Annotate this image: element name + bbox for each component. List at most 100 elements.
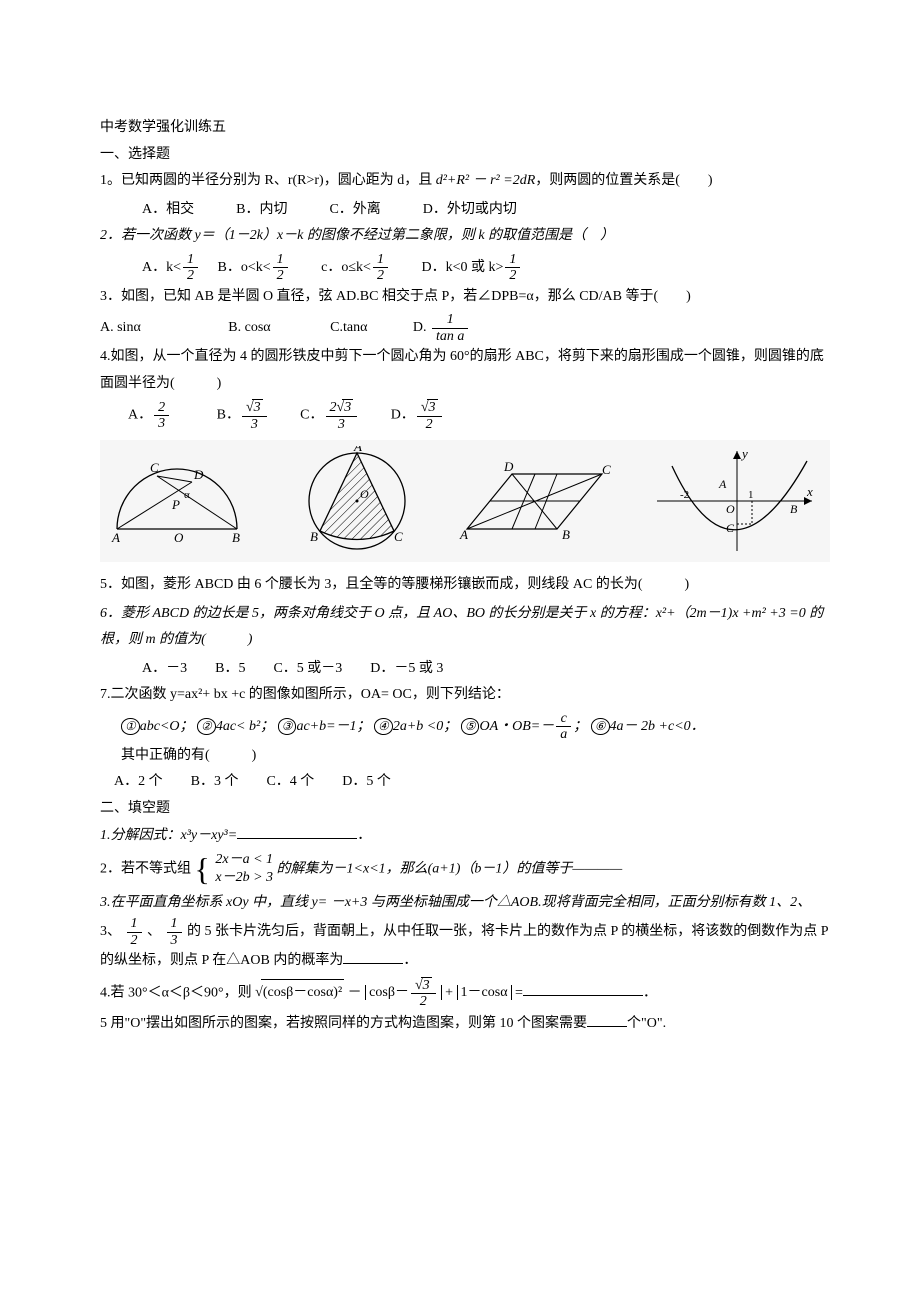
q3-options: A. sinα B. cosα C.tanα D. 1tan a [100, 312, 830, 344]
q7-options: A．2 个 B．3 个 C．4 个 D．5 个 [100, 769, 830, 796]
q7-t3: ac+b=－1； [296, 719, 370, 734]
circled-4: ④ [374, 718, 393, 734]
svg-text:O: O [174, 530, 184, 545]
frac-num: 1 [373, 252, 388, 268]
q2-optA: A．k< [142, 260, 181, 275]
semicircle-figure: A B O C D P α [102, 454, 262, 549]
fill-2: 2．若不等式组 { 2x－a < 1 x－2b > 3 的解集为－1<x<1，那… [100, 851, 830, 887]
q7-t5pre: OA・OB=－ [479, 719, 554, 734]
blank [587, 1013, 627, 1027]
f2-post: 的解集为－1<x<1，那么(a+1)（b－1）的值等于———— [277, 862, 623, 877]
frac-num: c [556, 711, 571, 727]
plus: + [445, 985, 453, 1000]
question-7: 7.二次函数 y=ax²+ bx +c 的图像如图所示，OA= OC，则下列结论… [100, 682, 830, 709]
frac-num: 1 [505, 252, 520, 268]
svg-text:O: O [726, 502, 735, 516]
figure-row: A B O C D P α A B C O A B C D [100, 440, 830, 562]
section-1-head: 一、选择题 [100, 142, 830, 169]
q2-options: A．k<12 B．o<k<12 c．o≤k<12 D．k<0 或 k>12 [100, 252, 830, 284]
doc-title: 中考数学强化训练五 [100, 115, 830, 142]
blank [237, 825, 357, 839]
case-line: x－2b > 3 [215, 869, 273, 887]
q3-optB: B. cosα [228, 320, 270, 335]
f3-three: 3、 [100, 924, 121, 939]
frac-den: 2 [373, 268, 388, 283]
q7-t6: 4a－ 2b +c<0． [610, 719, 705, 734]
cases: 2x－a < 1 x－2b > 3 [215, 851, 273, 887]
svg-text:C: C [394, 529, 403, 544]
q3-optC: C.tanα [330, 320, 367, 335]
frac-den: 2 [417, 417, 442, 432]
case-line: 2x－a < 1 [215, 851, 273, 869]
frac-den: 2 [183, 268, 198, 283]
q7-t2: 4ac< b²； [216, 719, 274, 734]
fill-5: 5 用"O"摆出如图所示的图案，若按照同样的方式构造图案，则第 10 个图案需要… [100, 1011, 830, 1038]
question-3: 3．如图，已知 AB 是半圆 O 直径，弦 AD.BC 相交于点 P，若∠DPB… [100, 284, 830, 311]
frac-den: 2 [411, 994, 436, 1009]
q1-expr: d²+R² － r² =2dR [436, 173, 536, 188]
q7-mid: 其中正确的有( ) [100, 743, 830, 770]
q4-C: C． [300, 408, 323, 423]
circled-6: ⑥ [591, 718, 610, 734]
q3-optD: D. [413, 320, 430, 335]
q2-optD: D．k<0 或 k> [421, 260, 503, 275]
circled-3: ③ [278, 718, 297, 734]
circled-5: ⑤ [461, 718, 480, 734]
svg-text:C: C [726, 521, 735, 535]
frac-den: 2 [127, 933, 142, 948]
svg-text:B: B [562, 527, 570, 542]
question-5: 5．如图，菱形 ABCD 由 6 个腰长为 3，且全等的等腰梯形镶嵌而成，则线段… [100, 572, 830, 599]
q1-stem-pre: 1。已知两圆的半径分别为 R、r(R>r)，圆心距为 d，且 [100, 173, 436, 188]
q2-optC: c．o≤k< [321, 260, 371, 275]
q1-options: A．相交 B．内切 C．外离 D．外切或内切 [100, 197, 830, 224]
svg-text:D: D [193, 467, 204, 482]
circle-sector-figure: A B C O [292, 446, 422, 556]
f4-pre: 4.若 30°＜α＜β＜90°，则 [100, 985, 252, 1000]
q4-D: D． [391, 408, 415, 423]
frac-num: 1 [127, 916, 142, 932]
q2-optB: B．o<k< [218, 260, 271, 275]
eq: = [515, 985, 523, 1000]
svg-text:x: x [806, 484, 813, 499]
brace-icon: { [195, 853, 210, 885]
frac-num: 1 [432, 312, 468, 328]
frac-num: 1 [183, 252, 198, 268]
frac-den: 3 [167, 933, 182, 948]
svg-text:-2: -2 [680, 489, 689, 501]
f3-line1: 3.在平面直角坐标系 xOy 中，直线 y= －x+3 与两坐标轴围成一个△AO… [100, 890, 830, 917]
svg-text:y: y [740, 446, 748, 461]
q7-conclusions: ①abc<O； ②4ac< b²； ③ac+b=－1； ④2a+b <0； ⑤O… [100, 711, 830, 743]
svg-text:P: P [171, 497, 180, 512]
minus: － [348, 985, 362, 1000]
svg-text:O: O [360, 487, 369, 501]
q4-options: A．23 B．33 C．233 D．32 [100, 399, 830, 432]
frac-den: 3 [154, 416, 169, 431]
q7-t4: 2a+b <0； [393, 719, 457, 734]
svg-text:A: A [353, 446, 362, 454]
fill-4: 4.若 30°＜α＜β＜90°，则 (cosβ－cosα)² － cosβ－32… [100, 977, 830, 1010]
frac-num: 2 [154, 400, 169, 416]
question-6: 6．菱形 ABCD 的边长是 5，两条对角线交于 O 点，且 AO、BO 的长分… [100, 601, 830, 654]
f3-sep: 、 [147, 924, 161, 939]
svg-text:A: A [111, 530, 120, 545]
frac-den: 3 [242, 417, 267, 432]
q4-A: A． [128, 408, 152, 423]
q6-options: A．－3 B．5 C．5 或－3 D．－5 或 3 [100, 656, 830, 683]
circled-1: ① [121, 718, 140, 734]
frac-num: 1 [273, 252, 288, 268]
f3-line3: 的纵坐标，则点 P 在△AOB 内的概率为 [100, 953, 343, 968]
frac-den: tan a [432, 329, 468, 344]
f5-pre: 5 用"O"摆出如图所示的图案，若按照同样的方式构造图案，则第 10 个图案需要 [100, 1016, 587, 1031]
question-2: 2．若一次函数 y＝（1－2k）x－k 的图像不经过第二象限，则 k 的取值范围… [100, 223, 830, 250]
f1-text: 1.分解因式：x³y－xy³= [100, 828, 237, 843]
svg-text:D: D [503, 459, 514, 474]
f2-pre: 2．若不等式组 [100, 862, 191, 877]
svg-text:α: α [184, 489, 190, 501]
fill-3: 3.在平面直角坐标系 xOy 中，直线 y= －x+3 与两坐标轴围成一个△AO… [100, 890, 830, 975]
q7-t5post: ； [573, 719, 587, 734]
f3-line2: 的 5 张卡片洗匀后，背面朝上，从中任取一张，将卡片上的数作为点 P 的横坐标，… [187, 924, 829, 939]
frac-num: 3 [242, 399, 267, 416]
svg-text:B: B [232, 530, 240, 545]
f5-post: 个"O". [627, 1016, 666, 1031]
svg-text:1: 1 [748, 489, 754, 501]
